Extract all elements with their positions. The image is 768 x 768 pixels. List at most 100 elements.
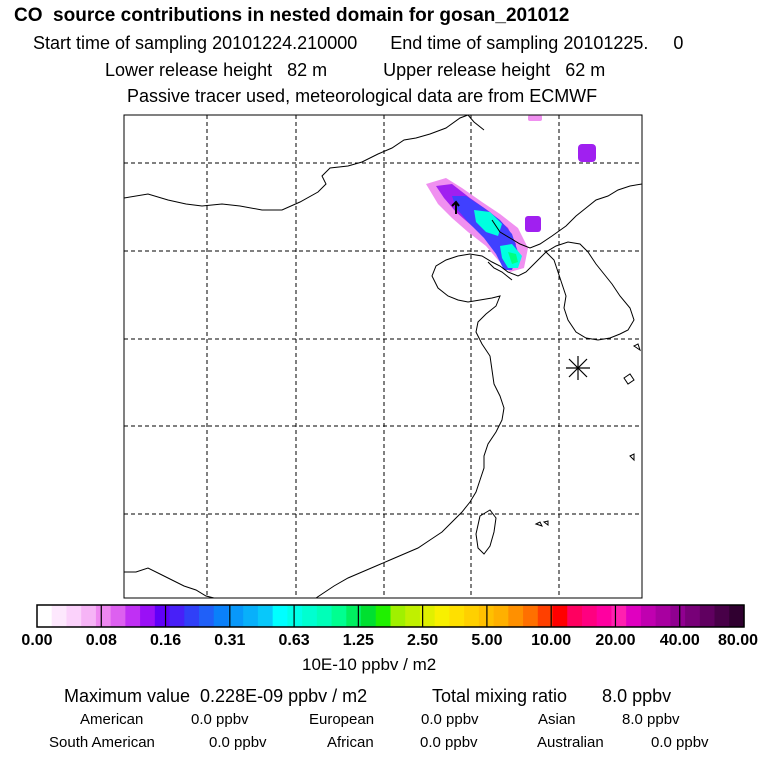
end-time-label: End time of sampling 20101225. 0 bbox=[390, 33, 684, 53]
colorbar-cell bbox=[302, 605, 318, 627]
region-value: 0.0 ppbv bbox=[421, 711, 479, 728]
colorbar-cell bbox=[81, 605, 97, 627]
colorbar-cell bbox=[257, 605, 274, 627]
colorbar-cell bbox=[361, 605, 377, 627]
colorbar-unit-label: 10E-10 ppbv / m2 bbox=[302, 655, 437, 674]
region-value: 0.0 ppbv bbox=[420, 734, 478, 751]
release-arrow-icon bbox=[451, 200, 460, 214]
region-value: 0.0 ppbv bbox=[209, 734, 267, 751]
colorbar-tick-label: 1.25 bbox=[342, 632, 374, 649]
colorbar-cell bbox=[552, 605, 568, 627]
region-name: South American bbox=[49, 734, 155, 751]
release-heights: Lower release height 82 m Upper release h… bbox=[105, 61, 605, 79]
colorbar-cell bbox=[670, 605, 686, 627]
colorbar-cell bbox=[596, 605, 613, 627]
colorbar-cell bbox=[169, 605, 185, 627]
colorbar-cell bbox=[493, 605, 509, 627]
region-name: Asian bbox=[538, 711, 576, 728]
colorbar-cell bbox=[523, 605, 539, 627]
colorbar-cell bbox=[640, 605, 657, 627]
island-taiwan bbox=[475, 509, 497, 555]
map-gridlines bbox=[124, 115, 642, 598]
region-value: 8.0 ppbv bbox=[622, 711, 680, 728]
plume-blob bbox=[528, 115, 542, 121]
colorbar-tick-label: 40.00 bbox=[659, 632, 700, 649]
colorbar-cell bbox=[434, 605, 451, 627]
colorbar-cell bbox=[611, 605, 627, 627]
chart-title: CO source contributions in nested domain… bbox=[14, 5, 570, 26]
colorbar-cell bbox=[537, 605, 554, 627]
map-frame bbox=[123, 114, 643, 599]
colorbar-cell bbox=[390, 605, 406, 627]
colorbar-cell bbox=[228, 605, 244, 627]
colorbar-separators bbox=[100, 605, 681, 627]
sampling-times: Start time of sampling 20101224.210000 En… bbox=[33, 34, 683, 52]
region-name: European bbox=[309, 711, 375, 728]
colorbar-tick-label: 10.00 bbox=[531, 632, 572, 649]
coastlines bbox=[124, 115, 642, 598]
colorbar-cell bbox=[213, 605, 230, 627]
colorbar-cell bbox=[626, 605, 642, 627]
coast-line bbox=[457, 251, 547, 277]
colorbar-cell bbox=[405, 605, 421, 627]
upper-release-label: Upper release height 62 m bbox=[383, 60, 606, 80]
colorbar-cell bbox=[37, 605, 53, 627]
colorbar-cell bbox=[51, 605, 68, 627]
colorbar-cell bbox=[685, 605, 701, 627]
plume-core bbox=[474, 210, 502, 236]
colorbar-cell bbox=[508, 605, 524, 627]
colorbar-cell bbox=[729, 605, 745, 627]
map-background bbox=[124, 115, 642, 598]
colorbar-cell bbox=[464, 605, 480, 627]
colorbar-cell bbox=[154, 605, 171, 627]
region-value: 0.0 ppbv bbox=[651, 734, 709, 751]
colorbar-cell bbox=[567, 605, 583, 627]
start-time-label: Start time of sampling 20101224.210000 bbox=[33, 33, 358, 53]
tracer-note: Passive tracer used, meteorological data… bbox=[127, 86, 598, 106]
colorbar-frame bbox=[36, 604, 745, 628]
border-line bbox=[467, 115, 485, 131]
map-content bbox=[124, 115, 642, 598]
coast-line bbox=[545, 241, 635, 341]
colorbar-cell bbox=[419, 605, 436, 627]
colorbar-tick-label: 5.00 bbox=[471, 632, 503, 649]
plume-blob bbox=[578, 144, 596, 162]
max-value-label: Maximum value 0.228E-09 ppbv / m2 bbox=[64, 686, 368, 706]
coast-line bbox=[315, 255, 505, 598]
colorbar-cell bbox=[331, 605, 347, 627]
coast-line bbox=[487, 261, 513, 281]
border-line bbox=[491, 183, 642, 249]
colorbar bbox=[37, 605, 745, 627]
colorbar-tick-label: 0.31 bbox=[214, 632, 246, 649]
colorbar-cell bbox=[287, 605, 303, 627]
colorbar-cell bbox=[95, 605, 112, 627]
colorbar-cell bbox=[655, 605, 671, 627]
colorbar-cell bbox=[140, 605, 156, 627]
island bbox=[629, 453, 635, 462]
colorbar-cell bbox=[449, 605, 465, 627]
colorbar-cell bbox=[272, 605, 288, 627]
colorbar-cell bbox=[199, 605, 215, 627]
island bbox=[542, 520, 549, 526]
region-value: 0.0 ppbv bbox=[191, 711, 249, 728]
colorbar-cell bbox=[110, 605, 126, 627]
plume-blob bbox=[525, 216, 541, 232]
colorbar-tick-label: 20.00 bbox=[595, 632, 636, 649]
colorbar-tick-label: 0.00 bbox=[21, 632, 53, 649]
colorbar-tick-label: 0.16 bbox=[149, 632, 182, 649]
region-name: African bbox=[327, 734, 374, 751]
island bbox=[623, 373, 635, 385]
colorbar-tick-label: 0.63 bbox=[278, 632, 310, 649]
colorbar-cell bbox=[184, 605, 200, 627]
border-line bbox=[124, 567, 215, 598]
receptor-star-icon bbox=[566, 356, 590, 380]
colorbar-cell bbox=[125, 605, 141, 627]
colorbar-tick-label: 0.08 bbox=[85, 632, 117, 649]
colorbar-cell bbox=[66, 605, 82, 627]
plume-peak bbox=[508, 252, 518, 264]
colorbar-cell bbox=[699, 605, 716, 627]
colorbar-cell bbox=[346, 605, 362, 627]
island bbox=[534, 521, 543, 527]
border-line bbox=[124, 115, 469, 211]
